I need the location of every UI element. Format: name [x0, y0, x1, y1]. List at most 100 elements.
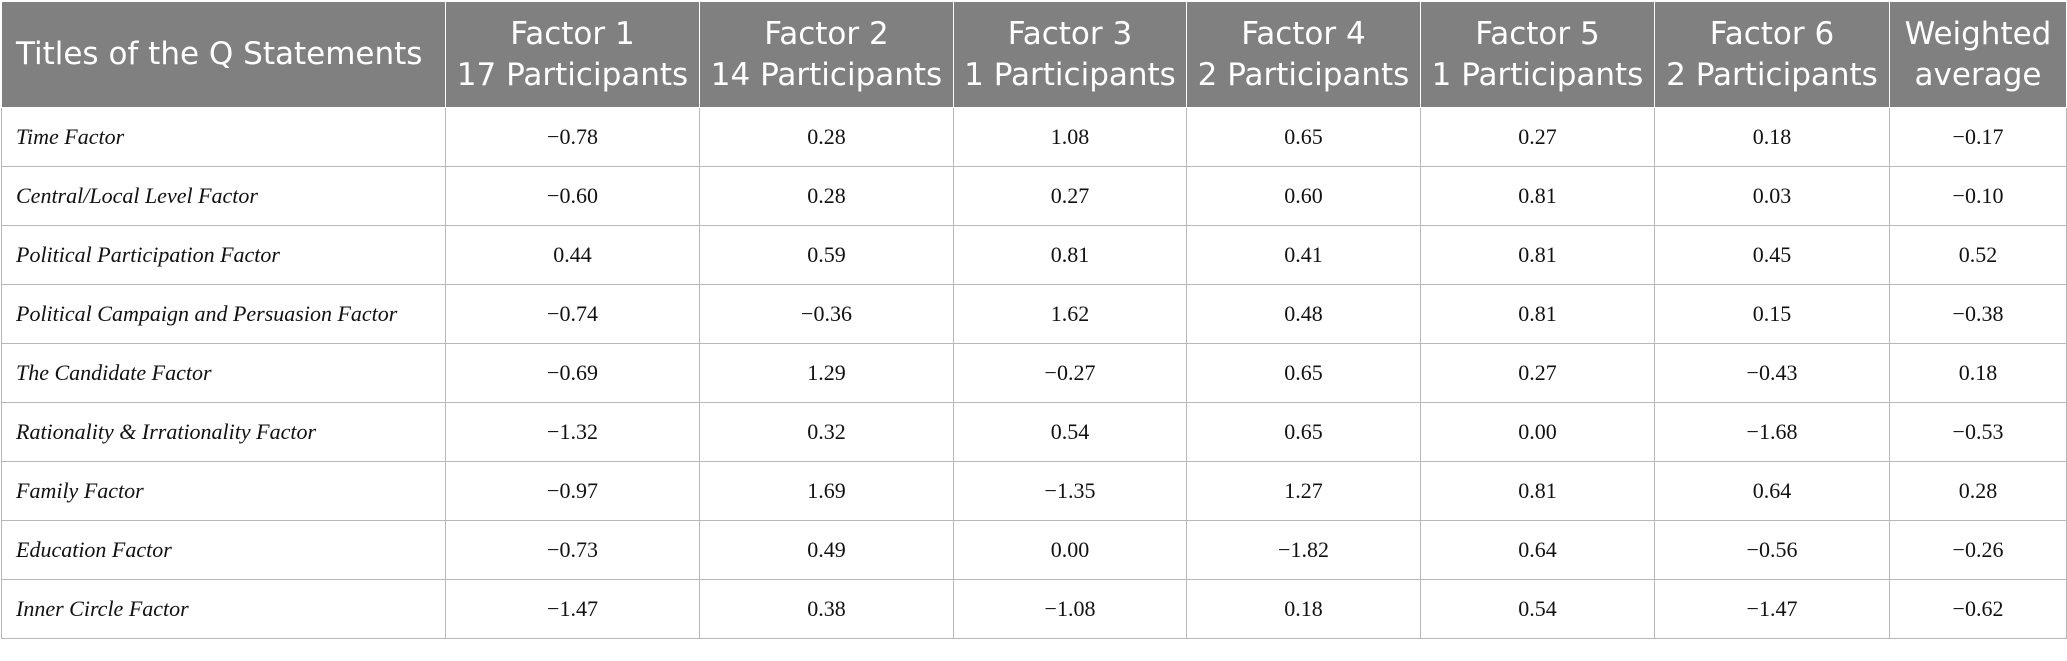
factor-scores-table: Titles of the Q Statements Factor 1 17 Pa… [1, 1, 2067, 639]
cell-value: −0.73 [445, 520, 700, 580]
cell-value: −0.78 [445, 107, 700, 167]
cell-value: 0.81 [1420, 461, 1655, 521]
cell-value: −0.43 [1654, 343, 1890, 403]
cell-value: −0.74 [445, 284, 700, 344]
cell-value: 1.27 [1186, 461, 1421, 521]
cell-value: 0.65 [1186, 343, 1421, 403]
header-line1: Factor 3 [1007, 15, 1133, 52]
cell-value: −0.38 [1889, 284, 2067, 344]
header-line2: 14 Participants [710, 56, 943, 93]
cell-value: 1.29 [699, 343, 954, 403]
cell-value: 0.28 [699, 166, 954, 226]
row-label: Political Campaign and Persuasion Factor [1, 284, 446, 344]
row-label: Inner Circle Factor [1, 579, 446, 639]
table-row: Time Factor −0.78 0.28 1.08 0.65 0.27 0.18 −0.1… [1, 107, 2067, 167]
cell-value: 0.18 [1889, 343, 2067, 403]
cell-value: 0.49 [699, 520, 954, 580]
cell-value: 1.08 [953, 107, 1187, 167]
cell-value: 0.54 [953, 402, 1187, 462]
cell-value: 0.81 [1420, 166, 1655, 226]
cell-value: 0.81 [953, 225, 1187, 285]
header-line1: Titles of the Q Statements [16, 36, 423, 72]
table-row: Political Participation Factor 0.44 0.59 0.… [1, 225, 2067, 285]
row-label: Education Factor [1, 520, 446, 580]
header-line1: Factor 2 [764, 15, 889, 52]
table-row: The Candidate Factor −0.69 1.29 −0.27 0.65 0.… [1, 343, 2067, 403]
cell-value: 0.81 [1420, 225, 1655, 285]
cell-value: −0.36 [699, 284, 954, 344]
row-label: Family Factor [1, 461, 446, 521]
cell-value: −0.69 [445, 343, 700, 403]
header-row: Titles of the Q Statements Factor 1 17 Pa… [1, 1, 2067, 108]
cell-value: 0.18 [1654, 107, 1890, 167]
cell-value: −0.27 [953, 343, 1187, 403]
cell-value: −1.32 [445, 402, 700, 462]
row-label: Rationality & Irrationality Factor [1, 402, 446, 462]
cell-value: −0.26 [1889, 520, 2067, 580]
cell-value: 1.69 [699, 461, 954, 521]
header-factor-5: Factor 5 1 Participants [1420, 1, 1655, 108]
header-line2: 2 Participants [1666, 56, 1878, 93]
header-factor-4: Factor 4 2 Participants [1186, 1, 1421, 108]
cell-value: −0.17 [1889, 107, 2067, 167]
cell-value: 0.27 [1420, 107, 1655, 167]
cell-value: −1.82 [1186, 520, 1421, 580]
cell-value: 0.65 [1186, 402, 1421, 462]
cell-value: 0.54 [1420, 579, 1655, 639]
cell-value: −0.53 [1889, 402, 2067, 462]
cell-value: −1.47 [445, 579, 700, 639]
cell-value: −1.68 [1654, 402, 1890, 462]
cell-value: −0.60 [445, 166, 700, 226]
cell-value: 0.48 [1186, 284, 1421, 344]
row-label: Political Participation Factor [1, 225, 446, 285]
header-line2: average [1914, 56, 2042, 93]
table-row: Education Factor −0.73 0.49 0.00 −1.82 0.64 −0… [1, 520, 2067, 580]
cell-value: 0.27 [1420, 343, 1655, 403]
cell-value: 0.28 [1889, 461, 2067, 521]
table-row: Rationality & Irrationality Factor −1.32 0… [1, 402, 2067, 462]
cell-value: 0.60 [1186, 166, 1421, 226]
header-line1: Factor 5 [1475, 15, 1600, 52]
cell-value: 0.18 [1186, 579, 1421, 639]
cell-value: 0.81 [1420, 284, 1655, 344]
header-line1: Factor 6 [1709, 15, 1835, 52]
cell-value: 1.62 [953, 284, 1187, 344]
cell-value: −1.47 [1654, 579, 1890, 639]
cell-value: 0.00 [1420, 402, 1655, 462]
table-header: Titles of the Q Statements Factor 1 17 Pa… [1, 1, 2067, 108]
cell-value: −0.97 [445, 461, 700, 521]
cell-value: 0.44 [445, 225, 700, 285]
header-line2: 17 Participants [456, 56, 689, 93]
cell-value: 0.41 [1186, 225, 1421, 285]
cell-value: −0.62 [1889, 579, 2067, 639]
header-factor-3: Factor 3 1 Participants [953, 1, 1187, 108]
cell-value: 0.28 [699, 107, 954, 167]
table-body: Time Factor −0.78 0.28 1.08 0.65 0.27 0.18 −0.1… [1, 107, 2067, 639]
cell-value: −0.10 [1889, 166, 2067, 226]
header-line1: Factor 1 [510, 15, 635, 52]
header-factor-1: Factor 1 17 Participants [445, 1, 700, 108]
table-row: Central/Local Level Factor −0.60 0.28 0.27 0… [1, 166, 2067, 226]
cell-value: 0.38 [699, 579, 954, 639]
cell-value: 0.65 [1186, 107, 1421, 167]
cell-value: 0.64 [1654, 461, 1890, 521]
row-label: Central/Local Level Factor [1, 166, 446, 226]
cell-value: −1.35 [953, 461, 1187, 521]
cell-value: 0.64 [1420, 520, 1655, 580]
header-titles: Titles of the Q Statements [1, 1, 446, 108]
cell-value: −0.56 [1654, 520, 1890, 580]
cell-value: 0.27 [953, 166, 1187, 226]
table-row: Family Factor −0.97 1.69 −1.35 1.27 0.81 0.64 0… [1, 461, 2067, 521]
header-factor-2: Factor 2 14 Participants [699, 1, 954, 108]
cell-value: −1.08 [953, 579, 1187, 639]
cell-value: 0.45 [1654, 225, 1890, 285]
header-line1: Factor 4 [1241, 15, 1366, 52]
row-label: The Candidate Factor [1, 343, 446, 403]
header-line2: 1 Participants [1431, 56, 1644, 93]
header-weighted-average: Weighted average [1889, 1, 2067, 108]
header-line2: 1 Participants [964, 56, 1176, 93]
cell-value: 0.52 [1889, 225, 2067, 285]
table-row: Political Campaign and Persuasion Factor… [1, 284, 2067, 344]
cell-value: 0.15 [1654, 284, 1890, 344]
header-line2: 2 Participants [1197, 56, 1410, 93]
